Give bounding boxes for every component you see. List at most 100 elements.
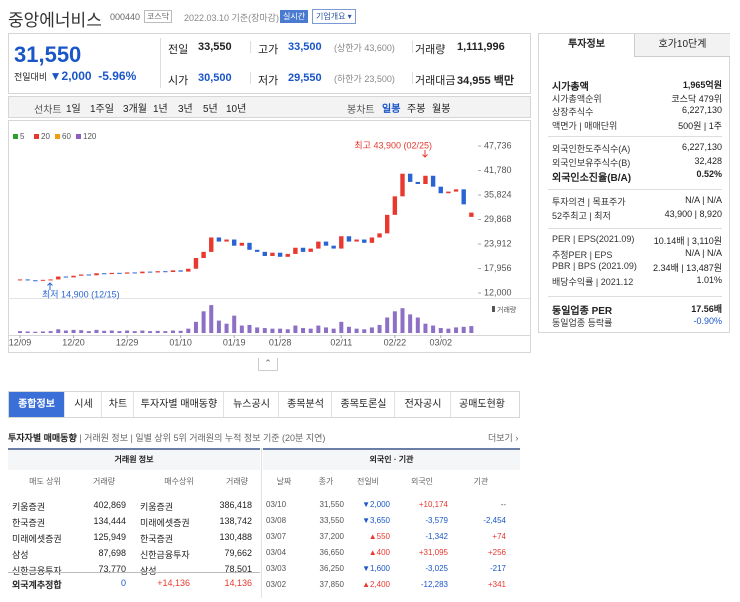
volume-bar <box>48 331 53 333</box>
separator <box>8 572 260 573</box>
period-item[interactable]: 주봉 <box>407 104 426 115</box>
trend-sub: 거래원 정보 <box>84 433 128 443</box>
company-info[interactable]: 기업개요 ▾ <box>312 9 356 24</box>
candle <box>71 275 76 278</box>
volume-bar <box>109 330 114 333</box>
candle <box>385 214 390 234</box>
table-cell: 73,770 <box>98 564 126 574</box>
more-link[interactable]: 더보기 › <box>488 433 519 443</box>
stat-extra: (상한가 43,600) <box>334 43 395 53</box>
stat-value: 1,111,996 <box>457 41 505 53</box>
tab[interactable]: 투자자별 매매동향 <box>133 392 224 417</box>
table-header: 매수상위 <box>164 477 194 486</box>
x-tick-label: 02/22 <box>384 337 407 347</box>
high-arrow <box>422 150 428 158</box>
period-label: 선차트 <box>34 105 62 116</box>
volume-bar <box>346 326 351 333</box>
tab[interactable]: 뉴스공시 <box>223 392 279 417</box>
candle <box>339 236 344 249</box>
table-cell: ▲2,400 <box>362 580 390 589</box>
chart: 5 20 60 120 47,736 41,780 35,824 29,868 23,912 17… <box>8 120 531 353</box>
table-cell: ▲550 <box>368 532 390 541</box>
collapse-button[interactable]: ⌃ <box>258 358 278 371</box>
volume-bar <box>385 317 390 333</box>
table-cell: 402,869 <box>93 500 126 510</box>
table-cell: 138,742 <box>219 516 252 526</box>
period-item[interactable]: 10년 <box>226 104 247 115</box>
volume-bar <box>415 317 420 333</box>
candle <box>86 274 92 276</box>
divider <box>412 72 413 84</box>
period-item[interactable]: 5년 <box>203 104 218 115</box>
candle <box>94 273 99 276</box>
invest-value: N/A | N/A <box>685 195 722 205</box>
table-cell: 14,136 <box>224 578 252 588</box>
candle <box>277 252 283 257</box>
tab[interactable]: 종목토론실 <box>331 392 395 417</box>
candle <box>461 189 466 205</box>
candle <box>446 191 451 194</box>
stat-label: 고가 <box>258 44 279 56</box>
candle <box>186 268 191 272</box>
table-cell: 134,444 <box>93 516 126 526</box>
table-cell: 03/10 <box>266 500 287 509</box>
volume-bar <box>163 331 168 333</box>
volume-bar <box>239 325 244 333</box>
volume-bar <box>454 327 459 333</box>
invest-label: 액면가 | 매매단위 <box>552 120 618 131</box>
invest-tab[interactable]: 호가10단계 <box>634 34 730 57</box>
volume-bar <box>461 326 466 333</box>
volume-bar <box>132 331 137 333</box>
period-item[interactable]: 월봉 <box>432 104 451 115</box>
period-item[interactable]: 3년 <box>178 104 193 115</box>
separator <box>548 296 722 297</box>
invest-value: 43,900 | 8,920 <box>664 208 722 219</box>
volume-bar <box>285 329 290 333</box>
candle <box>163 271 168 273</box>
period-item[interactable]: 1년 <box>153 104 168 115</box>
table-cell: 03/02 <box>266 580 287 589</box>
legend-label: 5 <box>20 132 25 141</box>
invest-value: -0.90% <box>693 315 722 326</box>
table-cell: +10,174 <box>418 500 448 509</box>
tab[interactable]: 차트 <box>101 392 134 417</box>
period-item[interactable]: 일봉 <box>382 104 401 115</box>
candle <box>254 249 260 252</box>
table-header: 매도 상위 <box>29 477 61 486</box>
candle <box>201 251 206 259</box>
volume-bar <box>201 311 206 333</box>
invest-tab[interactable]: 투자정보 <box>539 34 634 56</box>
tab[interactable]: 종합정보 <box>9 392 64 417</box>
table-header: 거래량 <box>225 477 249 486</box>
change-label: 전일대비 <box>14 72 48 82</box>
candle <box>469 212 474 217</box>
trend-title: 투자자별 매매동향 <box>8 433 77 443</box>
period-item[interactable]: 3개월 <box>123 104 147 115</box>
table-cell: -217 <box>489 564 506 573</box>
table-cell: 한국증권 <box>12 518 46 528</box>
candle <box>48 279 53 281</box>
tab[interactable]: 전자공시 <box>394 392 451 417</box>
candle <box>415 181 420 184</box>
period-item[interactable]: 1일 <box>66 104 81 115</box>
stat-value: 34,955 백만 <box>457 75 514 87</box>
table-header: 거래량 <box>92 477 116 486</box>
period-item[interactable]: 1주일 <box>90 104 114 115</box>
volume-bar <box>33 331 38 333</box>
table-cell: 125,949 <box>93 532 126 542</box>
candle <box>79 274 84 276</box>
divider <box>250 72 251 84</box>
tab[interactable]: 공매도현황 <box>450 392 513 417</box>
tab[interactable]: 시세 <box>64 392 102 417</box>
volume-bar <box>102 330 107 333</box>
table-cell: +256 <box>487 548 506 557</box>
legend-swatch <box>76 134 81 139</box>
realtime-badge[interactable]: 실시간 <box>280 10 309 23</box>
table-cell: 130,488 <box>219 532 252 542</box>
volume-bar <box>232 315 237 333</box>
volume-bar <box>79 330 84 333</box>
legend-label: 60 <box>62 132 71 141</box>
tab[interactable]: 종목분석 <box>278 392 332 417</box>
invest-label: PER | EPS(2021.09) <box>552 234 635 244</box>
volume-bar <box>94 329 99 333</box>
